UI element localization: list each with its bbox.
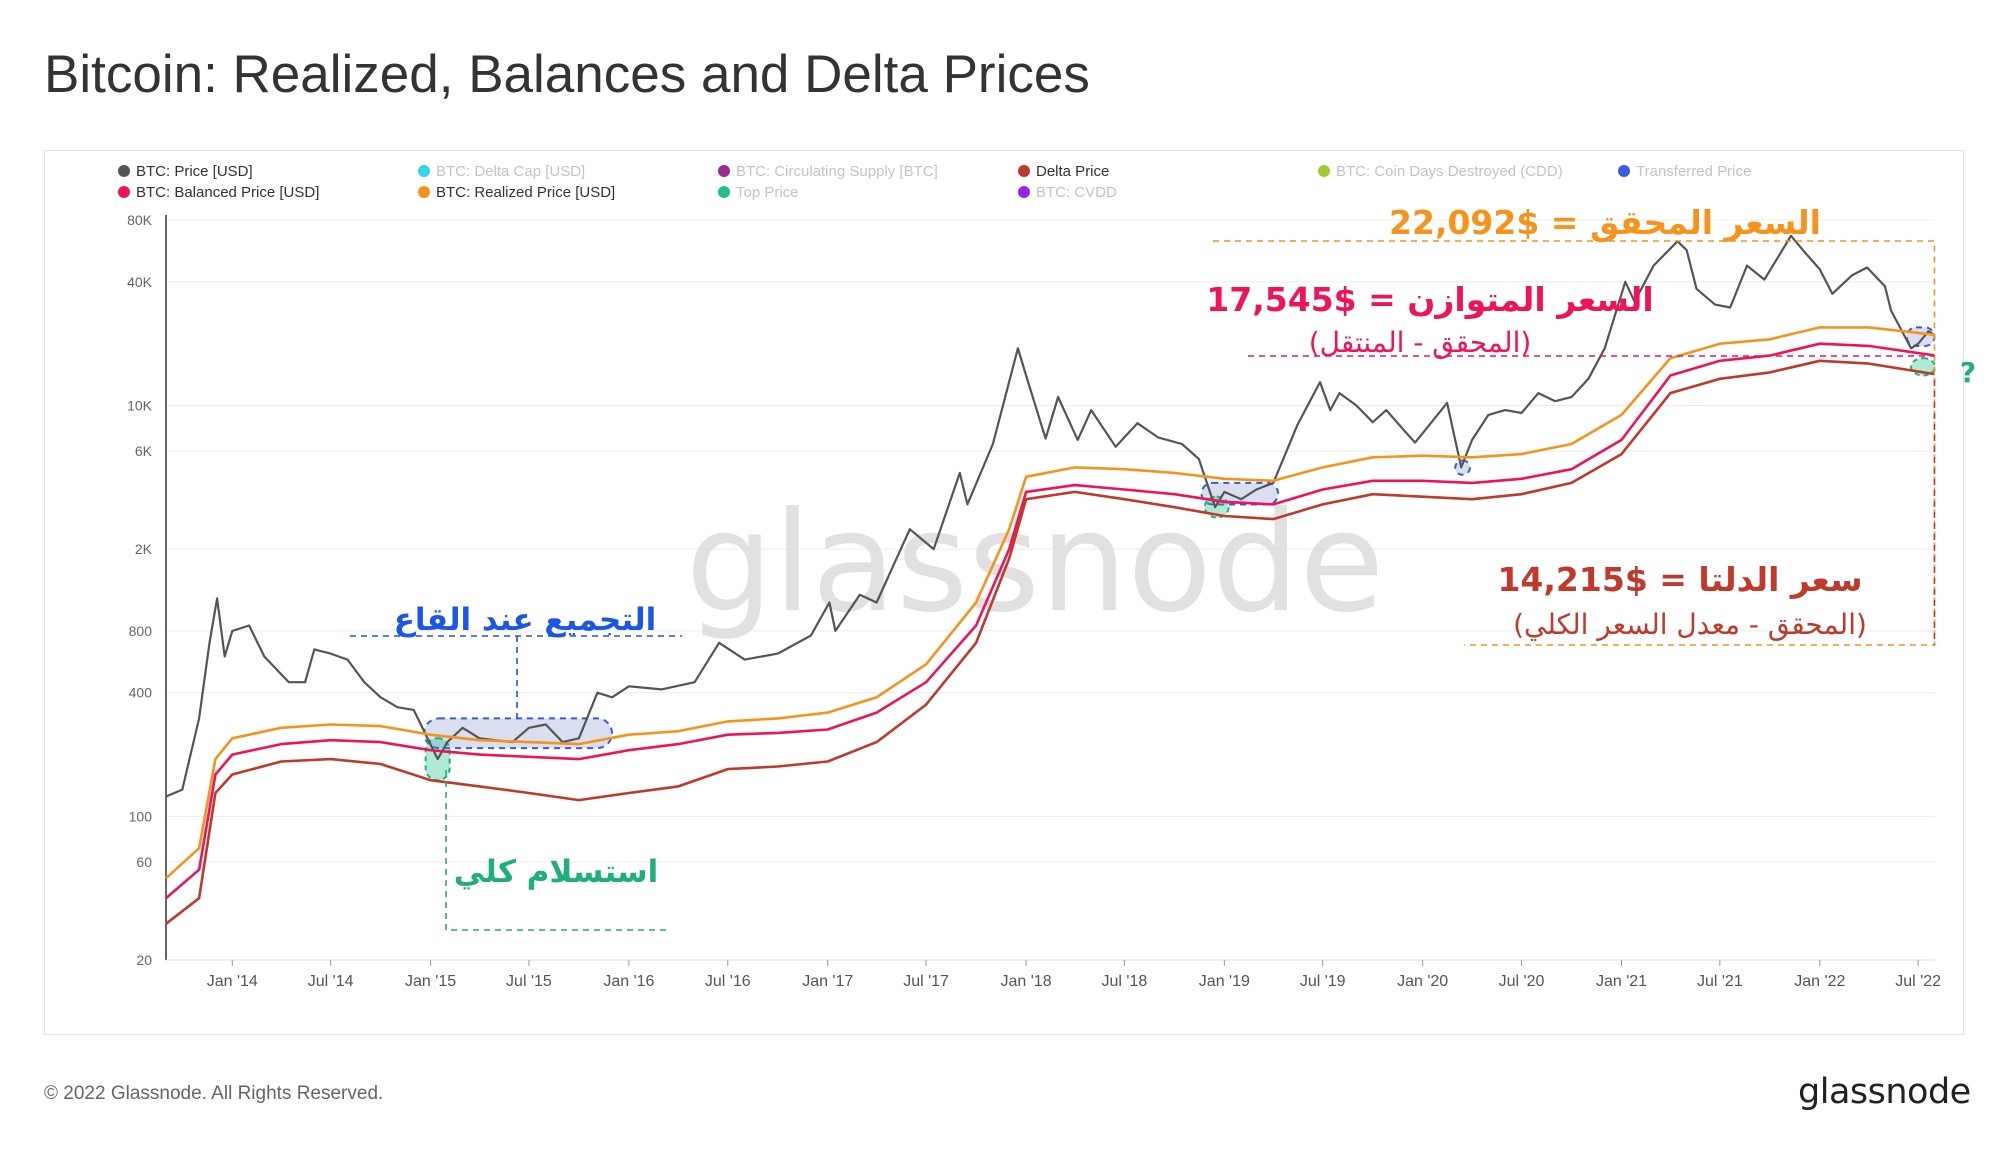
x-tick-label: Jan '16 [603, 973, 654, 990]
legend-swatch [418, 186, 430, 198]
legend-label: BTC: Realized Price [USD] [436, 184, 615, 201]
legend-label: BTC: Delta Cap [USD] [436, 163, 585, 180]
chart-frame [44, 150, 1964, 1035]
realized-price-annotation: السعر المحقق = $22,092 [1389, 203, 1821, 243]
legend-swatch [118, 165, 130, 177]
x-tick-label: Jul '17 [903, 973, 949, 990]
x-tick-label: Jul '21 [1697, 973, 1743, 990]
accumulation-annotation: التجميع عند القاع [394, 602, 657, 638]
delta-price-annotation: سعر الدلتا = $14,215 [1497, 560, 1862, 600]
accumulation-zone-2022 [1905, 326, 1936, 347]
series-line [165, 359, 1935, 925]
question-mark-annotation: ? [1960, 356, 1976, 389]
series-line [165, 342, 1935, 900]
x-tick-label: Jul '19 [1300, 973, 1346, 990]
capitulation-guide [445, 770, 668, 931]
watermark: glassnode [686, 482, 1385, 643]
y-tick-label: 6K [135, 443, 153, 459]
legend-swatch [118, 186, 130, 198]
legend-label: BTC: Balanced Price [USD] [136, 184, 319, 201]
y-tick-label: 100 [129, 808, 153, 824]
y-tick-label: 40K [127, 274, 153, 290]
legend-label: BTC: CVDD [1036, 184, 1117, 201]
legend-swatch [1318, 165, 1330, 177]
x-tick-label: Jan '15 [405, 973, 456, 990]
y-tick-label: 400 [129, 685, 153, 701]
balanced-price-annotation: السعر المتوازن = $17,545 [1206, 280, 1653, 320]
x-tick-label: Jan '18 [1001, 973, 1052, 990]
legend-swatch [1018, 165, 1030, 177]
x-tick-label: Jan '14 [207, 973, 258, 990]
x-tick-label: Jul '14 [308, 973, 354, 990]
y-tick-label: 60 [136, 854, 152, 870]
legend-label: Transferred Price [1636, 163, 1751, 180]
x-tick-label: Jul '16 [705, 973, 751, 990]
accumulation-zone-2020 [1454, 459, 1471, 476]
x-tick-label: Jan '22 [1794, 973, 1845, 990]
legend-swatch [418, 165, 430, 177]
y-tick-label: 800 [129, 623, 153, 639]
page-title: Bitcoin: Realized, Balances and Delta Pr… [44, 45, 1090, 104]
delta-price-subtitle: (المحقق - معدل السعر الكلي) [1513, 608, 1867, 641]
x-tick-label: Jul '18 [1102, 973, 1148, 990]
legend-swatch [718, 165, 730, 177]
x-tick-label: Jan '21 [1596, 973, 1647, 990]
legend-swatch [1618, 165, 1630, 177]
x-tick-label: Jul '15 [506, 973, 552, 990]
legend-swatch [1018, 186, 1030, 198]
y-tick-label: 2K [135, 541, 153, 557]
legend-label: BTC: Price [USD] [136, 163, 253, 180]
copyright-text: © 2022 Glassnode. All Rights Reserved. [44, 1083, 384, 1104]
y-tick-label: 10K [127, 398, 153, 414]
legend-label: Top Price [736, 184, 799, 201]
x-tick-label: Jul '20 [1499, 973, 1545, 990]
capitulation-annotation: استسلام كلي [454, 854, 658, 890]
y-tick-label: 20 [136, 952, 152, 968]
legend-label: BTC: Circulating Supply [BTC] [736, 163, 938, 180]
legend-label: BTC: Coin Days Destroyed (CDD) [1336, 163, 1563, 180]
legend-swatch [718, 186, 730, 198]
x-tick-label: Jan '20 [1397, 973, 1448, 990]
glassnode-logo: glassnode [1798, 1072, 1971, 1112]
series-line [165, 326, 1935, 880]
series-line [165, 234, 1936, 798]
x-tick-label: Jul '22 [1895, 973, 1941, 990]
balanced-price-subtitle: (المحقق - المنتقل) [1309, 326, 1532, 359]
x-tick-label: Jan '19 [1199, 973, 1250, 990]
y-tick-label: 80K [127, 212, 153, 228]
x-tick-label: Jan '17 [802, 973, 853, 990]
legend-label: Delta Price [1036, 163, 1109, 180]
